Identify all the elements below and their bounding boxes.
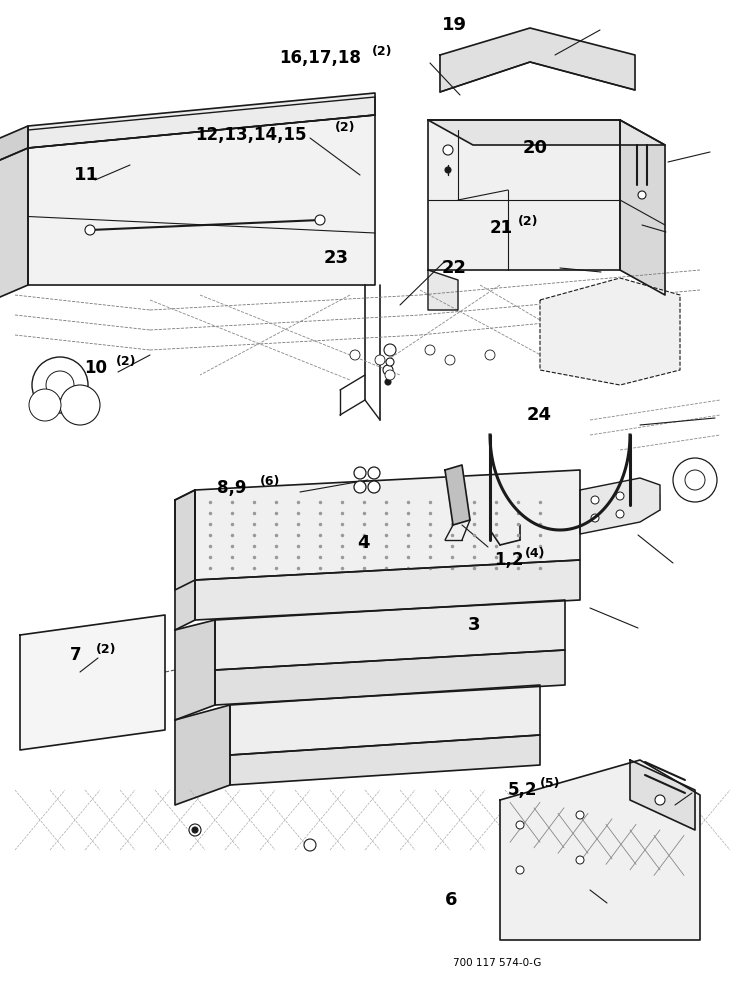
Text: (6): (6)	[260, 476, 280, 488]
Text: 12,13,14,15: 12,13,14,15	[195, 126, 306, 144]
Circle shape	[591, 496, 599, 504]
Text: 6: 6	[445, 891, 458, 909]
Circle shape	[576, 811, 584, 819]
Circle shape	[616, 492, 624, 500]
Circle shape	[60, 385, 100, 425]
Circle shape	[638, 191, 646, 199]
Text: (4): (4)	[525, 548, 545, 560]
Polygon shape	[445, 465, 470, 525]
Circle shape	[616, 510, 624, 518]
Text: 20: 20	[523, 139, 548, 157]
Text: 8,9: 8,9	[217, 479, 247, 497]
Text: (2): (2)	[116, 356, 137, 368]
Polygon shape	[195, 560, 580, 620]
Circle shape	[443, 145, 453, 155]
Circle shape	[383, 365, 393, 375]
Circle shape	[516, 866, 524, 874]
Circle shape	[445, 355, 455, 365]
Text: 700 117 574-0-G: 700 117 574-0-G	[453, 958, 541, 968]
Circle shape	[516, 821, 524, 829]
Polygon shape	[428, 120, 665, 145]
Circle shape	[85, 225, 95, 235]
Circle shape	[368, 481, 380, 493]
Text: 10: 10	[85, 359, 107, 377]
Polygon shape	[28, 115, 375, 285]
Polygon shape	[28, 93, 375, 148]
Polygon shape	[175, 490, 195, 630]
Text: 5,2: 5,2	[508, 781, 537, 799]
Polygon shape	[0, 126, 28, 166]
Polygon shape	[230, 735, 540, 785]
Circle shape	[46, 371, 74, 399]
Circle shape	[192, 827, 198, 833]
Circle shape	[189, 824, 201, 836]
Polygon shape	[440, 28, 635, 92]
Circle shape	[485, 350, 495, 360]
Circle shape	[425, 345, 435, 355]
Circle shape	[655, 795, 665, 805]
Text: 7: 7	[70, 646, 82, 664]
Polygon shape	[215, 650, 565, 705]
Circle shape	[354, 467, 366, 479]
Circle shape	[354, 481, 366, 493]
Text: 11: 11	[74, 166, 99, 184]
Text: 16,17,18: 16,17,18	[280, 49, 361, 67]
Polygon shape	[20, 615, 165, 750]
Polygon shape	[0, 148, 28, 303]
Circle shape	[576, 856, 584, 864]
Circle shape	[385, 370, 395, 380]
Text: (2): (2)	[96, 643, 116, 656]
Polygon shape	[540, 278, 680, 385]
Polygon shape	[175, 705, 230, 805]
Text: 19: 19	[442, 16, 467, 34]
Circle shape	[685, 470, 705, 490]
Circle shape	[375, 355, 385, 365]
Polygon shape	[175, 620, 215, 720]
Polygon shape	[230, 685, 540, 755]
Text: (2): (2)	[372, 45, 392, 58]
Circle shape	[673, 458, 717, 502]
Circle shape	[29, 389, 61, 421]
Polygon shape	[195, 470, 580, 580]
Polygon shape	[580, 478, 660, 534]
Text: 21: 21	[489, 219, 512, 237]
Text: 4: 4	[357, 534, 369, 552]
Circle shape	[591, 514, 599, 522]
Circle shape	[385, 379, 391, 385]
Circle shape	[368, 467, 380, 479]
Text: (2): (2)	[517, 216, 538, 229]
Polygon shape	[500, 760, 700, 940]
Circle shape	[350, 350, 360, 360]
Circle shape	[32, 357, 88, 413]
Polygon shape	[428, 270, 458, 310]
Text: 3: 3	[467, 616, 480, 634]
Text: (2): (2)	[335, 121, 355, 134]
Text: (5): (5)	[539, 778, 560, 790]
Circle shape	[384, 344, 396, 356]
Circle shape	[304, 839, 316, 851]
Polygon shape	[428, 120, 620, 270]
Polygon shape	[215, 600, 565, 670]
Circle shape	[315, 215, 325, 225]
Polygon shape	[620, 120, 665, 295]
Circle shape	[445, 167, 451, 173]
Text: 1,2: 1,2	[495, 551, 524, 569]
Circle shape	[386, 358, 394, 366]
Polygon shape	[28, 97, 375, 148]
Polygon shape	[630, 760, 695, 830]
Text: 24: 24	[526, 406, 551, 424]
Text: 22: 22	[442, 259, 467, 277]
Polygon shape	[175, 490, 195, 590]
Text: 23: 23	[324, 249, 349, 267]
